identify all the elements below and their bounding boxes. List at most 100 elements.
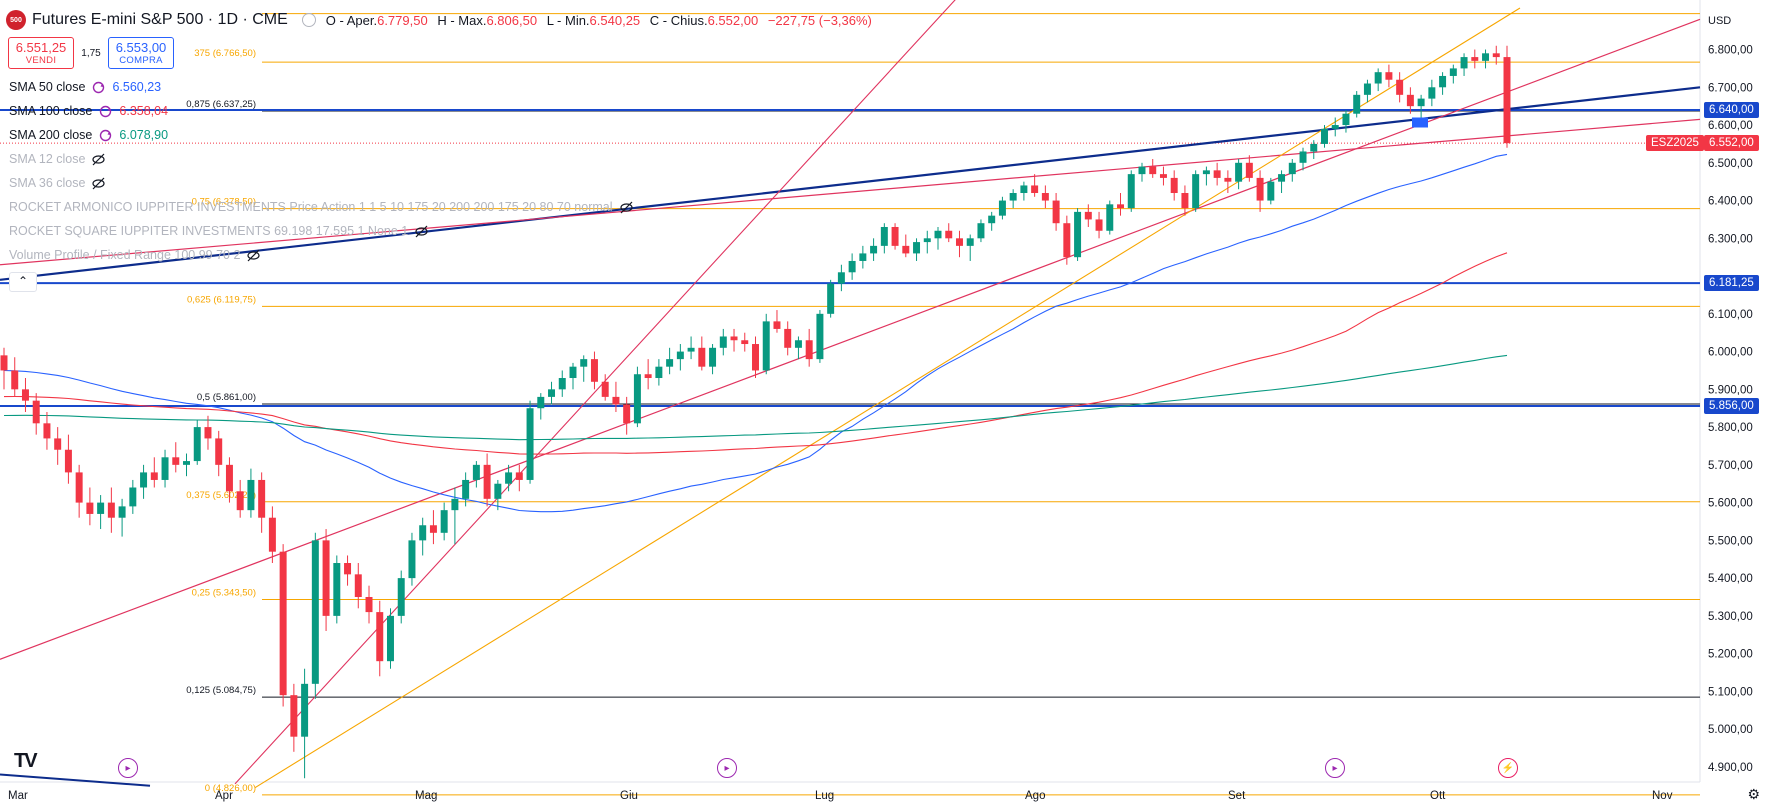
candle-body bbox=[891, 226, 899, 246]
market-status-icon[interactable] bbox=[301, 13, 316, 27]
event-icon[interactable]: ▸ bbox=[1325, 758, 1345, 778]
event-icon[interactable]: ▸ bbox=[118, 758, 138, 778]
fib-level-label: 0,5 (5.861,00) bbox=[197, 392, 256, 403]
symbol-logo-icon[interactable]: 500 bbox=[6, 10, 26, 30]
time-tick-label: Mag bbox=[415, 790, 437, 802]
candle-body bbox=[1235, 162, 1243, 182]
time-tick-label: Set bbox=[1228, 790, 1246, 802]
chart-grid bbox=[0, 0, 1701, 783]
trade-panel: 6.551,25 VENDI 1,75 6.553,00 COMPRA bbox=[8, 37, 174, 69]
trend-line bbox=[0, 118, 1701, 266]
collapse-legend-button[interactable]: ⌃ bbox=[9, 272, 37, 292]
sma-100-line bbox=[3, 252, 1508, 455]
candle-body bbox=[215, 438, 223, 465]
indicator-row[interactable]: SMA 200 close 6.078,90 bbox=[9, 128, 168, 142]
candle-body bbox=[805, 340, 813, 360]
candle-body bbox=[1106, 204, 1114, 231]
candle-body bbox=[1138, 166, 1146, 175]
sync-icon[interactable] bbox=[99, 105, 112, 118]
fib-level-label: 375 (6.766,50) bbox=[194, 48, 256, 59]
indicator-row[interactable]: ROCKET ARMONICO IUPPITER INVESTMENTS Pri… bbox=[9, 200, 633, 214]
candle-body bbox=[676, 351, 684, 360]
candle-body bbox=[1192, 174, 1200, 209]
candle-body bbox=[290, 695, 298, 737]
price-axis-label: 6.181,25 bbox=[1704, 275, 1759, 292]
candle-body bbox=[247, 479, 255, 511]
candle-body bbox=[1471, 57, 1479, 61]
candle-body bbox=[1482, 53, 1490, 61]
trend-lines[interactable] bbox=[0, 0, 1701, 789]
candle-body bbox=[880, 226, 888, 246]
price-tick-label: 6.000,00 bbox=[1708, 347, 1753, 359]
candle-body bbox=[966, 238, 974, 246]
candle-body bbox=[612, 396, 620, 405]
eye-off-icon[interactable] bbox=[619, 201, 633, 214]
candle-body bbox=[311, 540, 319, 684]
gear-icon[interactable]: ⚙ bbox=[1747, 786, 1760, 802]
candle-body bbox=[1492, 53, 1500, 58]
event-icon[interactable]: ▸ bbox=[717, 758, 737, 778]
candle-body bbox=[1278, 174, 1286, 182]
candle-body bbox=[1224, 177, 1232, 182]
buy-button[interactable]: 6.553,00 COMPRA bbox=[108, 37, 174, 69]
candle-body bbox=[687, 347, 695, 352]
candle-body bbox=[354, 574, 362, 597]
candle-body bbox=[558, 378, 566, 390]
price-axis[interactable]: USD 6.800,00 6.700,00 6.600,00 6.500,00 6.400… bbox=[1708, 15, 1753, 774]
price-tick-label: 6.100,00 bbox=[1708, 309, 1753, 321]
indicator-name: SMA 50 close bbox=[9, 80, 86, 94]
candle-body bbox=[21, 389, 29, 401]
candle-body bbox=[183, 461, 190, 465]
trend-line bbox=[234, 0, 956, 785]
candle-body bbox=[859, 253, 867, 261]
candle-body bbox=[118, 506, 126, 518]
tradingview-logo[interactable]: TV bbox=[14, 750, 38, 772]
time-axis[interactable]: Mar Apr Mag Giu Lug Ago Set Ott Nov bbox=[8, 790, 1673, 802]
indicator-row[interactable]: ROCKET SQUARE IUPPITER INVESTMENTS 69.19… bbox=[9, 224, 428, 238]
indicator-row[interactable]: SMA 12 close bbox=[9, 152, 106, 166]
sync-icon[interactable] bbox=[99, 129, 112, 142]
price-tick-label: 5.100,00 bbox=[1708, 686, 1753, 698]
candle-body bbox=[1288, 162, 1296, 175]
eye-off-icon[interactable] bbox=[247, 249, 261, 262]
candle-body bbox=[386, 615, 394, 662]
candle-body bbox=[322, 540, 330, 616]
indicator-row[interactable]: Volume Profile / Fixed Range 100 99 70 2 bbox=[9, 248, 261, 262]
candle-body bbox=[827, 283, 835, 314]
candle-body bbox=[666, 359, 674, 367]
candle-body bbox=[408, 540, 416, 579]
symbol-title[interactable]: Futures E-mini S&P 500 · 1D · CME bbox=[32, 11, 288, 28]
candle-body bbox=[107, 502, 115, 518]
indicator-row[interactable]: SMA 50 close 6.560,23 bbox=[9, 80, 161, 94]
candle-body bbox=[1417, 98, 1425, 107]
indicator-row[interactable]: SMA 36 close bbox=[9, 176, 106, 190]
price-tick-label: 6.300,00 bbox=[1708, 233, 1753, 245]
time-tick-label: Nov bbox=[1652, 790, 1673, 802]
candle-body bbox=[225, 464, 233, 492]
sell-button[interactable]: 6.551,25 VENDI bbox=[8, 37, 74, 69]
candle-body bbox=[258, 479, 266, 518]
candle-body bbox=[1170, 177, 1178, 194]
eye-off-icon[interactable] bbox=[92, 177, 106, 190]
event-icon[interactable]: ⚡ bbox=[1498, 758, 1518, 778]
candle-body bbox=[1009, 193, 1017, 201]
indicator-row[interactable]: SMA 100 close 6.358,04 bbox=[9, 104, 168, 118]
candle-body bbox=[376, 612, 384, 662]
candle-body bbox=[698, 347, 706, 367]
eye-off-icon[interactable] bbox=[415, 225, 428, 238]
candle-body bbox=[655, 366, 663, 379]
fibonacci-retracement[interactable]: 0,875 (6.637,25) 0,75 (6.378,50) 0,625 (6.… bbox=[186, 13, 1700, 796]
candle-body bbox=[955, 238, 963, 246]
candle-body bbox=[451, 498, 459, 511]
indicator-name: ROCKET SQUARE IUPPITER INVESTMENTS 69.19… bbox=[9, 224, 409, 238]
candle-body bbox=[1063, 223, 1071, 258]
candle-body bbox=[301, 683, 309, 737]
sync-icon[interactable] bbox=[92, 81, 105, 94]
candle-body bbox=[1439, 75, 1447, 88]
candle-body bbox=[32, 400, 40, 424]
time-tick-label: Giu bbox=[620, 790, 638, 802]
fib-level-label: 0,75 (6.378,50) bbox=[192, 197, 256, 208]
eye-off-icon[interactable] bbox=[92, 153, 106, 166]
candle-body bbox=[54, 438, 62, 450]
